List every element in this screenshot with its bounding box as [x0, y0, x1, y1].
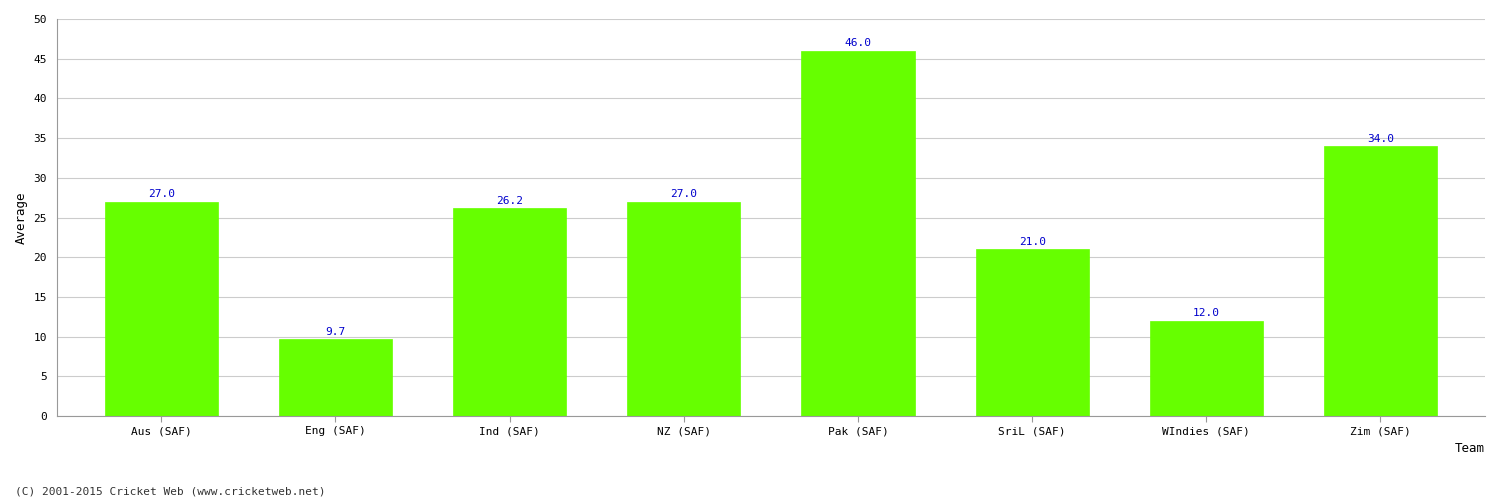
Text: 9.7: 9.7 [326, 326, 345, 336]
Text: 27.0: 27.0 [148, 190, 176, 200]
Bar [279, 339, 392, 416]
Text: 26.2: 26.2 [496, 196, 523, 205]
Bar [627, 202, 741, 416]
Text: (C) 2001-2015 Cricket Web (www.cricketweb.net): (C) 2001-2015 Cricket Web (www.cricketwe… [15, 487, 326, 497]
Bar [1149, 320, 1263, 416]
Bar [453, 208, 566, 416]
Text: 46.0: 46.0 [844, 38, 871, 48]
Text: 34.0: 34.0 [1366, 134, 1394, 143]
Text: 27.0: 27.0 [670, 190, 698, 200]
Text: 12.0: 12.0 [1192, 308, 1219, 318]
Text: 21.0: 21.0 [1019, 237, 1046, 247]
Y-axis label: Average: Average [15, 192, 28, 244]
X-axis label: Team: Team [1455, 442, 1485, 455]
Bar [975, 250, 1089, 416]
Bar [801, 51, 915, 416]
Bar [105, 202, 218, 416]
Bar [1324, 146, 1437, 416]
